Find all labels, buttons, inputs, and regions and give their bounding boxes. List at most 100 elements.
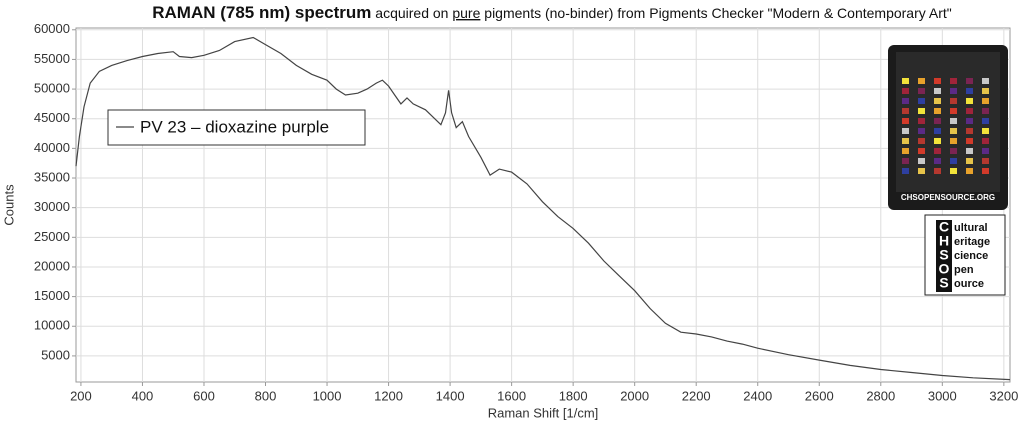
logo-word: cience — [954, 250, 988, 262]
card-text: CHSOPENSOURCE.ORG — [901, 193, 995, 202]
card-swatch — [982, 148, 989, 154]
pigment-checker-card — [888, 45, 1008, 210]
card-swatch — [902, 158, 909, 164]
y-tick-label: 10000 — [34, 318, 70, 333]
card-swatch — [934, 118, 941, 124]
y-tick-label: 35000 — [34, 169, 70, 184]
card-swatch — [934, 168, 941, 174]
card-swatch — [950, 108, 957, 114]
logo-letter: H — [939, 233, 949, 249]
card-swatch — [902, 138, 909, 144]
card-swatch — [934, 108, 941, 114]
card-swatch — [918, 168, 925, 174]
card-swatch — [918, 148, 925, 154]
card-swatch — [966, 138, 973, 144]
card-swatch — [966, 78, 973, 84]
series-line — [75, 36, 1011, 381]
x-tick-label: 400 — [132, 388, 154, 403]
logo-word: ultural — [954, 222, 988, 234]
title-text: acquired on — [371, 5, 452, 21]
y-tick-label: 50000 — [34, 81, 70, 96]
x-tick-label: 1400 — [436, 388, 465, 403]
logo-letter: C — [939, 219, 949, 235]
card-swatch — [902, 148, 909, 154]
plot-area — [75, 27, 1011, 383]
y-axis-label: Counts — [1, 184, 16, 226]
card-swatch — [918, 98, 925, 104]
chart-title: RAMAN (785 nm) spectrum acquired on pure… — [152, 3, 952, 22]
card-swatch — [966, 88, 973, 94]
card-swatch — [918, 108, 925, 114]
x-tick-label: 2200 — [682, 388, 711, 403]
card-swatch — [982, 168, 989, 174]
card-swatch — [918, 78, 925, 84]
logo-letter: S — [939, 275, 948, 291]
title-underlined: pure — [452, 5, 480, 21]
y-tick-label: 45000 — [34, 110, 70, 125]
card-swatch — [934, 88, 941, 94]
card-swatch — [902, 88, 909, 94]
logo-word: pen — [954, 264, 974, 276]
card-swatch — [950, 158, 957, 164]
card-swatch — [902, 78, 909, 84]
x-tick-label: 2800 — [866, 388, 895, 403]
y-tick-label: 40000 — [34, 140, 70, 155]
logo-bar — [936, 220, 952, 292]
x-tick-label: 2400 — [743, 388, 772, 403]
card-swatch — [950, 88, 957, 94]
y-tick-label: 30000 — [34, 199, 70, 214]
title-bold: RAMAN (785 nm) spectrum — [152, 3, 371, 22]
card-swatch — [934, 128, 941, 134]
card-swatch — [982, 128, 989, 134]
card-swatch — [934, 148, 941, 154]
logo-word: eritage — [954, 236, 990, 248]
y-tick-label: 5000 — [41, 347, 70, 362]
card-swatch — [918, 128, 925, 134]
card-swatch — [950, 168, 957, 174]
y-tick-label: 60000 — [34, 21, 70, 36]
x-tick-label: 600 — [193, 388, 215, 403]
card-swatch — [966, 128, 973, 134]
card-swatch — [918, 118, 925, 124]
legend-box — [107, 109, 366, 146]
card-swatch — [918, 138, 925, 144]
x-tick-label: 2000 — [620, 388, 649, 403]
x-tick-label: 800 — [255, 388, 277, 403]
logo-letter: O — [939, 261, 950, 277]
card-swatch — [966, 108, 973, 114]
card-swatch — [950, 78, 957, 84]
legend-label: PV 23 – dioxazine purple — [140, 117, 329, 136]
card-swatch — [966, 148, 973, 154]
card-swatch — [950, 118, 957, 124]
card-swatch — [902, 118, 909, 124]
card-swatch — [950, 148, 957, 154]
x-tick-label: 200 — [70, 388, 92, 403]
card-swatch — [982, 158, 989, 164]
card-swatch — [918, 88, 925, 94]
card-swatch — [950, 138, 957, 144]
card-swatch — [902, 98, 909, 104]
card-swatch — [982, 88, 989, 94]
card-swatch — [982, 108, 989, 114]
x-tick-label: 1600 — [497, 388, 526, 403]
card-swatch — [982, 118, 989, 124]
logo-letter: S — [939, 247, 948, 263]
x-tick-label: 2600 — [805, 388, 834, 403]
x-tick-label: 3000 — [928, 388, 957, 403]
card-swatch — [934, 78, 941, 84]
x-tick-label: 1200 — [374, 388, 403, 403]
y-tick-label: 25000 — [34, 229, 70, 244]
card-swatch — [982, 138, 989, 144]
x-tick-label: 1000 — [313, 388, 342, 403]
card-swatch — [934, 138, 941, 144]
card-swatch — [982, 78, 989, 84]
card-swatch — [918, 158, 925, 164]
x-axis-label: Raman Shift [1/cm] — [488, 405, 599, 420]
title-text: pigments (no-binder) from Pigments Check… — [480, 5, 951, 21]
card-swatch — [966, 118, 973, 124]
y-tick-label: 55000 — [34, 51, 70, 66]
x-tick-label: 1800 — [559, 388, 588, 403]
y-tick-label: 20000 — [34, 258, 70, 273]
card-swatch — [966, 158, 973, 164]
